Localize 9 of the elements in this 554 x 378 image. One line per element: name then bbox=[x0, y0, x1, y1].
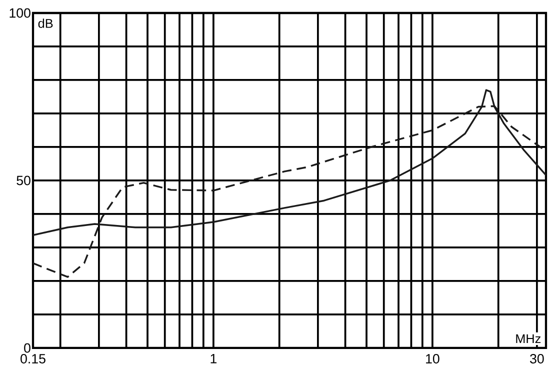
x-tick-label: 30 bbox=[530, 354, 544, 364]
x-tick-label: 0.15 bbox=[20, 354, 46, 364]
y-tick-label: 0 bbox=[24, 343, 30, 353]
y-tick-label: 50 bbox=[16, 176, 30, 186]
x-tick-label: 1 bbox=[210, 354, 217, 364]
y-tick-label: 100 bbox=[10, 8, 30, 18]
x-tick-label: 10 bbox=[426, 354, 440, 364]
x-axis-title: MHz bbox=[516, 334, 541, 344]
y-axis-title: dB bbox=[38, 18, 53, 28]
